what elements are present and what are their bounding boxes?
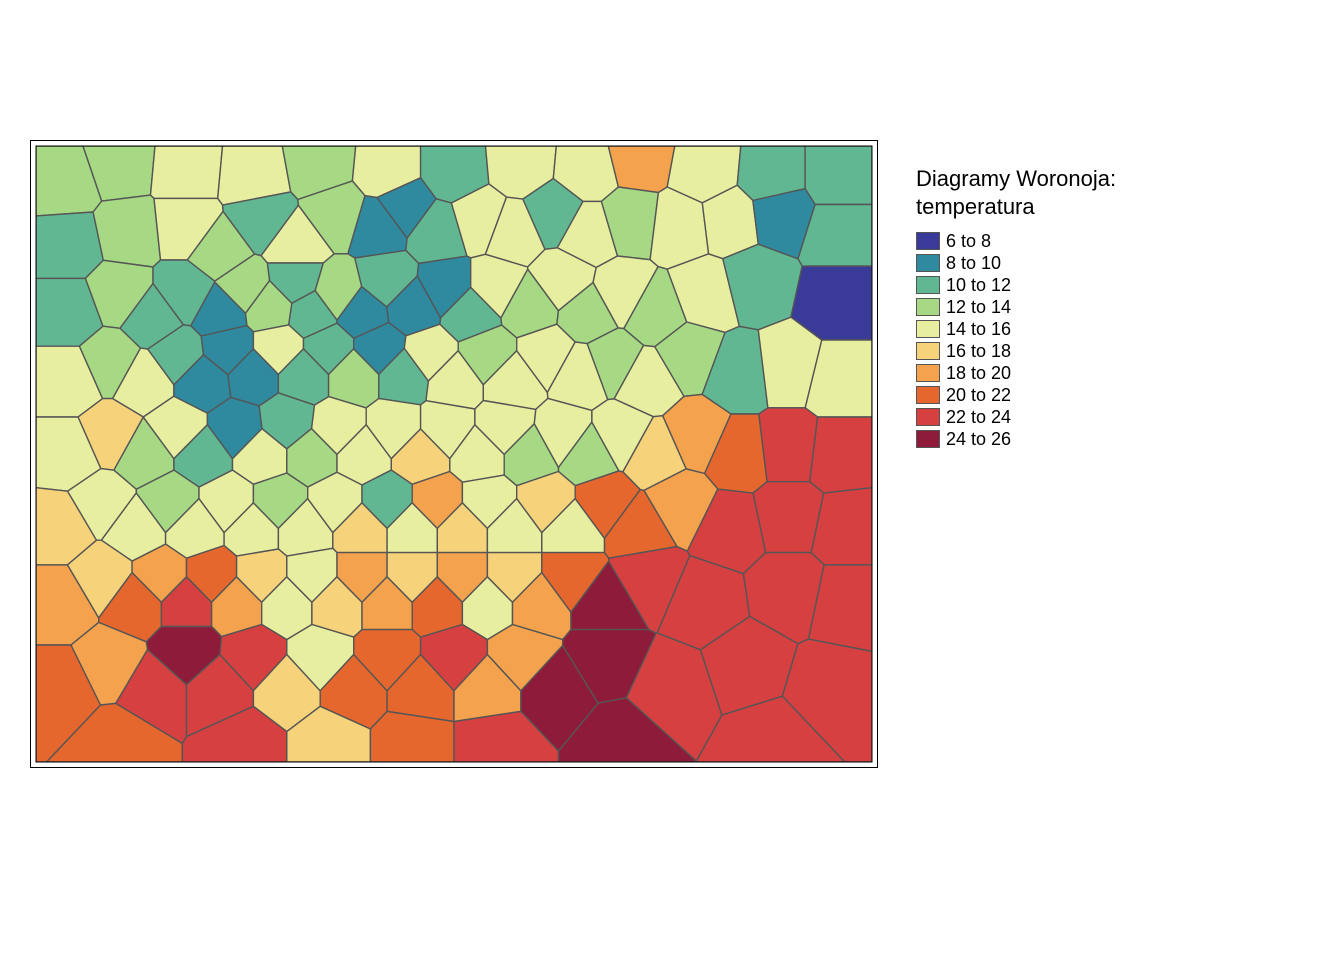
voronoi-cell	[805, 146, 872, 205]
voronoi-chart	[30, 140, 878, 773]
legend-swatch	[916, 430, 940, 448]
legend-row: 6 to 8	[916, 230, 1116, 252]
legend-label: 16 to 18	[946, 341, 1011, 362]
legend-row: 20 to 22	[916, 384, 1116, 406]
voronoi-cell	[93, 195, 160, 267]
voronoi-cell	[36, 212, 103, 278]
legend-label: 10 to 12	[946, 275, 1011, 296]
legend-swatch	[916, 254, 940, 272]
legend-row: 8 to 10	[916, 252, 1116, 274]
legend-row: 18 to 20	[916, 362, 1116, 384]
legend-swatch	[916, 276, 940, 294]
legend-items: 6 to 88 to 1010 to 1212 to 1414 to 1616 …	[916, 230, 1116, 450]
voronoi-cell	[370, 711, 454, 762]
legend-label: 20 to 22	[946, 385, 1011, 406]
legend-row: 24 to 26	[916, 428, 1116, 450]
legend-label: 24 to 26	[946, 429, 1011, 450]
legend: Diagramy Woronoja: temperatura 6 to 88 t…	[916, 166, 1116, 450]
legend-title-line2: temperatura	[916, 194, 1116, 220]
voronoi-cell	[151, 146, 223, 198]
voronoi-cell	[608, 146, 675, 193]
voronoi-cell	[759, 408, 818, 482]
legend-label: 22 to 24	[946, 407, 1011, 428]
legend-swatch	[916, 408, 940, 426]
legend-label: 18 to 20	[946, 363, 1011, 384]
legend-swatch	[916, 298, 940, 316]
legend-row: 14 to 16	[916, 318, 1116, 340]
legend-label: 14 to 16	[946, 319, 1011, 340]
legend-swatch	[916, 386, 940, 404]
voronoi-cell	[810, 417, 872, 493]
legend-label: 6 to 8	[946, 231, 991, 252]
legend-title-line1: Diagramy Woronoja:	[916, 166, 1116, 192]
legend-label: 12 to 14	[946, 297, 1011, 318]
voronoi-svg	[30, 140, 878, 768]
legend-row: 22 to 24	[916, 406, 1116, 428]
legend-row: 10 to 12	[916, 274, 1116, 296]
legend-row: 12 to 14	[916, 296, 1116, 318]
legend-swatch	[916, 342, 940, 360]
legend-swatch	[916, 232, 940, 250]
legend-swatch	[916, 364, 940, 382]
legend-label: 8 to 10	[946, 253, 1001, 274]
legend-row: 16 to 18	[916, 340, 1116, 362]
legend-swatch	[916, 320, 940, 338]
